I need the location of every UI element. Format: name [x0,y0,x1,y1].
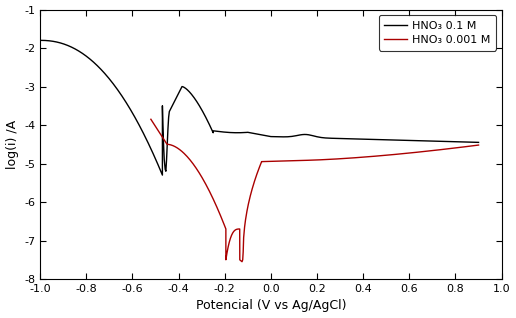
HNO₃ 0.1 M [239,131,246,135]
X-axis label: Potencial (V vs Ag/AgCl): Potencial (V vs Ag/AgCl) [196,300,346,313]
HNO₃ 0.001 M [417,150,424,154]
HNO₃ 0.1 M [37,38,43,42]
HNO₃ 0.001 M [180,151,186,155]
HNO₃ 0.001 M [155,129,162,133]
HNO₃ 0.001 M [475,143,481,147]
HNO₃ 0.1 M [233,131,239,135]
HNO₃ 0.001 M [148,117,154,121]
HNO₃ 0.1 M [331,136,337,140]
HNO₃ 0.001 M [239,260,245,264]
HNO₃ 0.1 M [475,141,481,144]
HNO₃ 0.001 M [468,144,474,148]
HNO₃ 0.001 M [208,194,215,198]
Line: HNO₃ 0.1 M: HNO₃ 0.1 M [40,40,478,175]
HNO₃ 0.001 M [179,149,185,153]
HNO₃ 0.1 M [154,162,160,165]
HNO₃ 0.1 M [159,173,166,177]
Y-axis label: log(i) /A: log(i) /A [6,120,19,169]
Line: HNO₃ 0.001 M: HNO₃ 0.001 M [151,119,478,262]
Legend: HNO₃ 0.1 M, HNO₃ 0.001 M: HNO₃ 0.1 M, HNO₃ 0.001 M [379,15,496,51]
HNO₃ 0.1 M [134,118,140,122]
HNO₃ 0.1 M [144,140,151,144]
